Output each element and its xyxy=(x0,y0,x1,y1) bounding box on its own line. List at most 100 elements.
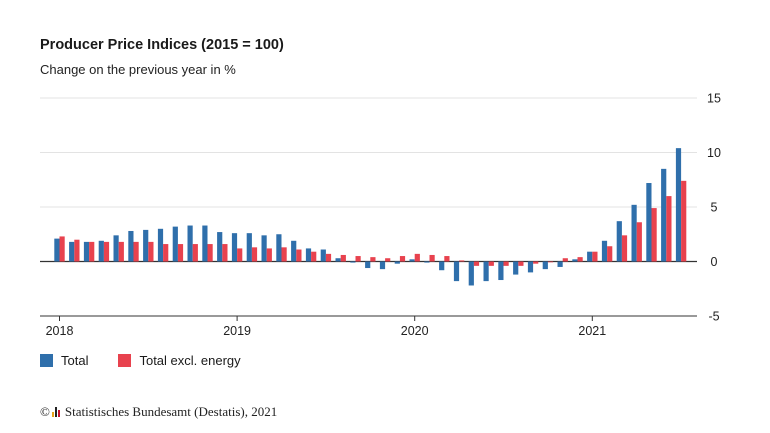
bar-total xyxy=(646,183,652,262)
bar-total xyxy=(453,261,460,282)
bar-total xyxy=(202,225,208,262)
bar-total-excl-energy xyxy=(222,244,228,262)
bar-total xyxy=(527,261,534,273)
bar-total-excl-energy xyxy=(592,251,598,262)
bar-total xyxy=(439,261,445,271)
bar-total xyxy=(291,240,297,262)
x-tick-label: 2018 xyxy=(46,324,74,338)
bar-total-excl-energy xyxy=(385,258,391,262)
bar-total-excl-energy xyxy=(503,261,509,266)
chart-legend: Total Total excl. energy xyxy=(40,353,271,368)
bar-total xyxy=(157,228,164,262)
bar-total-excl-energy xyxy=(621,235,628,262)
bar-total-excl-energy xyxy=(89,241,95,262)
bar-total-excl-energy xyxy=(547,261,554,263)
bar-total xyxy=(675,148,682,262)
bar-total-excl-energy xyxy=(177,244,184,262)
legend-label-total: Total xyxy=(61,353,89,368)
bar-total xyxy=(187,225,193,262)
bar-total xyxy=(409,259,415,262)
bar-total-excl-energy xyxy=(399,256,406,262)
bar-total-excl-energy xyxy=(562,258,568,262)
y-tick-label: 0 xyxy=(711,255,718,269)
source-text: Statistisches Bundesamt (Destatis), 2021 xyxy=(64,404,278,419)
bar-total-excl-energy xyxy=(103,241,110,262)
bar-total-excl-energy xyxy=(681,180,687,262)
bar-total xyxy=(379,261,386,270)
bar-total xyxy=(172,226,178,262)
bar-total xyxy=(83,241,90,262)
bar-total xyxy=(276,234,282,262)
bar-total xyxy=(513,261,519,275)
bar-total xyxy=(98,240,104,262)
x-tick-label: 2021 xyxy=(578,324,606,338)
bar-total-excl-energy xyxy=(296,249,302,262)
y-tick-label: -5 xyxy=(708,310,719,324)
bar-total-excl-energy xyxy=(163,244,169,262)
bar-total xyxy=(54,238,60,262)
bar-total-excl-energy xyxy=(325,253,332,262)
bar-total-excl-energy xyxy=(444,256,450,262)
bar-total xyxy=(394,261,400,264)
legend-item-total[interactable]: Total xyxy=(40,353,88,368)
bar-total-excl-energy xyxy=(651,208,657,262)
bar-total xyxy=(128,230,134,262)
bar-total xyxy=(143,229,149,262)
bar-total xyxy=(483,261,489,282)
bar-total-excl-energy xyxy=(429,254,435,262)
bar-total-excl-energy xyxy=(74,239,80,262)
x-tick-label: 2019 xyxy=(223,324,251,338)
bar-total-excl-energy xyxy=(518,261,524,266)
bar-total-excl-energy xyxy=(281,247,287,262)
bar-total xyxy=(468,261,474,286)
bar-total-excl-energy xyxy=(266,248,272,262)
y-tick-label: 5 xyxy=(711,201,718,215)
bar-total-excl-energy xyxy=(207,244,213,262)
bar-total xyxy=(246,233,252,262)
bar-total-excl-energy xyxy=(192,244,198,262)
bar-total xyxy=(661,168,667,262)
bar-total-excl-energy xyxy=(533,261,539,264)
destatis-logo-icon xyxy=(51,407,61,417)
bar-total xyxy=(557,261,563,267)
bar-total xyxy=(305,248,312,262)
source-note: © Statistisches Bundesamt (Destatis), 20… xyxy=(40,404,277,420)
legend-swatch-excl-energy xyxy=(118,354,132,367)
legend-swatch-total xyxy=(40,354,53,367)
bar-total xyxy=(350,261,356,263)
bar-total-excl-energy xyxy=(251,247,258,262)
bar-total xyxy=(261,235,267,262)
bar-total xyxy=(542,261,548,270)
bar-total xyxy=(365,261,371,269)
x-tick-label: 2020 xyxy=(401,324,429,338)
bar-total-excl-energy xyxy=(414,253,420,262)
bar-total-excl-energy xyxy=(488,261,494,266)
bar-total-excl-energy xyxy=(473,261,480,266)
chart-subtitle: Change on the previous year in % xyxy=(40,62,236,77)
legend-label-excl-energy: Total excl. energy xyxy=(139,353,241,368)
bar-total xyxy=(601,240,608,262)
bar-total-excl-energy xyxy=(311,251,317,262)
bar-total-excl-energy xyxy=(577,257,583,262)
legend-item-excl-energy[interactable]: Total excl. energy xyxy=(118,353,241,368)
bar-total-excl-energy xyxy=(59,236,65,262)
y-tick-label: 10 xyxy=(707,146,721,160)
bar-total xyxy=(631,204,637,262)
bar-total-excl-energy xyxy=(118,241,124,262)
bar-total-excl-energy xyxy=(459,260,465,262)
bar-total-excl-energy xyxy=(666,196,672,262)
bar-total-excl-energy xyxy=(148,241,154,262)
bar-total xyxy=(320,249,326,262)
bar-total-excl-energy xyxy=(607,246,613,262)
bar-total-excl-energy xyxy=(340,254,346,262)
bar-total-excl-energy xyxy=(133,241,139,262)
bar-total xyxy=(231,233,238,262)
y-tick-label: 15 xyxy=(707,92,721,106)
bar-total xyxy=(587,251,593,262)
bar-total xyxy=(424,261,430,263)
bar-total xyxy=(113,235,119,262)
bar-total-excl-energy xyxy=(237,248,243,262)
bar-total xyxy=(498,261,504,281)
bar-total xyxy=(217,232,223,262)
bar-total-excl-energy xyxy=(636,222,642,262)
